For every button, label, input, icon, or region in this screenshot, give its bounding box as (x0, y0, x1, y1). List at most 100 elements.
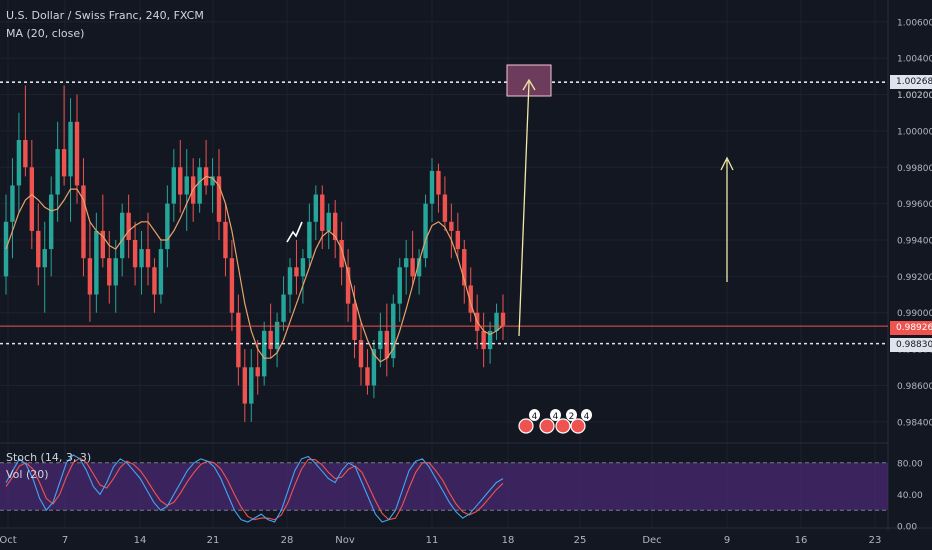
x-tick-label: 28 (281, 535, 294, 546)
y-tick-label: 0.98400 (897, 418, 932, 428)
stoch-d-line (5, 457, 504, 521)
candle-body (139, 249, 144, 268)
moving-average-line (5, 175, 504, 363)
candle-body (313, 194, 319, 222)
candle-body (48, 194, 54, 250)
candle-body (423, 203, 428, 259)
candle-body (300, 258, 306, 277)
event-badge-icon (570, 418, 586, 434)
candle-body (307, 221, 312, 259)
candle-body (274, 321, 280, 350)
candle-body (197, 167, 202, 204)
candle-body (261, 330, 267, 377)
y-tick-label: 1.00600 (897, 18, 932, 28)
y-tick-label: 1.00200 (897, 91, 932, 101)
x-tick-label: 11 (426, 535, 439, 546)
x-tick-label: 7 (62, 535, 68, 546)
y-tick-label: 1.00000 (897, 127, 932, 137)
candle-body (397, 267, 402, 304)
candle-body (236, 312, 241, 368)
y-axis: 1.00600 1.00400 1.00200 1.00000 0.99800 0.996… (897, 18, 932, 532)
candle-body (29, 167, 35, 231)
candle-body (429, 170, 435, 204)
x-tick-label: Dec (642, 535, 661, 546)
candle-body (365, 367, 370, 386)
drawings[interactable] (0, 64, 888, 345)
stoch-overbought-band (0, 462, 888, 511)
candle-body (16, 140, 22, 186)
chart-title: U.S. Dollar / Swiss Franc, 240, FXCM (6, 9, 204, 22)
stoch-band (0, 462, 888, 511)
x-tick-label: Oct (0, 535, 17, 546)
candle-body (487, 330, 493, 350)
candle-body (74, 121, 80, 186)
x-tick-label: 16 (795, 535, 808, 546)
projection-arrow (518, 81, 530, 337)
x-axis: Oct 7 14 21 28 Nov 11 18 25 Dec 9 16 23 (0, 535, 881, 546)
candle-body (55, 149, 60, 195)
x-tick-label: 18 (502, 535, 515, 546)
x-tick-label: 9 (724, 535, 730, 546)
candle-body (378, 330, 383, 350)
candle-body (449, 221, 454, 231)
candle-body (145, 249, 151, 268)
current-price-tag: 0.98926 (890, 321, 932, 335)
candle-body (281, 294, 286, 322)
x-tick-label: 23 (869, 535, 882, 546)
event-badge-count-bg (529, 409, 540, 421)
candle-body (10, 185, 15, 222)
y-tick-label: 0.99200 (897, 273, 932, 283)
candle-body (287, 267, 293, 295)
candle-body (242, 367, 248, 404)
candle-body (249, 367, 254, 404)
candle-body (391, 303, 396, 359)
candle-body (352, 303, 357, 340)
candle-body (255, 367, 260, 377)
candle-body (152, 267, 157, 295)
top-level-price-tag: 1.00268 (890, 75, 932, 89)
candle-body (126, 212, 131, 240)
candle-body (223, 221, 228, 259)
candle-body (416, 258, 422, 277)
candle-body (210, 176, 215, 186)
y-tick-label: 0.98600 (897, 382, 932, 392)
stoch-tick-label: 0.00 (897, 523, 917, 533)
candle-body (326, 212, 331, 231)
candle-body (462, 249, 467, 286)
candles[interactable] (3, 85, 506, 422)
projection-arrow-head (522, 78, 536, 91)
event-badge-icon (539, 418, 555, 434)
candle-body (158, 249, 164, 295)
y-tick-label: 0.99000 (897, 309, 932, 319)
candle-body (81, 185, 86, 259)
x-tick-label: 25 (574, 535, 587, 546)
candle-body (23, 140, 28, 168)
candle-body (358, 340, 364, 368)
candle-body (184, 176, 189, 195)
candle-body (332, 212, 338, 240)
candle-body (68, 121, 73, 177)
candle-body (61, 149, 67, 177)
ma-legend: MA (20, close) (6, 27, 85, 40)
candle-body (500, 312, 506, 326)
candle-body (216, 176, 222, 222)
event-badge-count: 2 (569, 412, 575, 422)
candle-body (87, 258, 93, 295)
event-badge-icon (518, 418, 534, 434)
candle-body (384, 330, 390, 359)
candle-body (178, 167, 183, 195)
candle-body (94, 230, 99, 295)
candle-body (171, 167, 177, 204)
stoch-tick-label: 80.00 (897, 459, 923, 469)
event-badge-count-bg (581, 409, 592, 421)
candle-body (371, 349, 377, 386)
candle-body (494, 312, 499, 331)
candle-body (320, 194, 325, 231)
y-tick-label: 0.99400 (897, 237, 932, 247)
y-tick-label: 1.00400 (897, 55, 932, 65)
small-zigzag (286, 221, 303, 243)
candle-body (100, 230, 106, 259)
candle-body (113, 258, 118, 286)
